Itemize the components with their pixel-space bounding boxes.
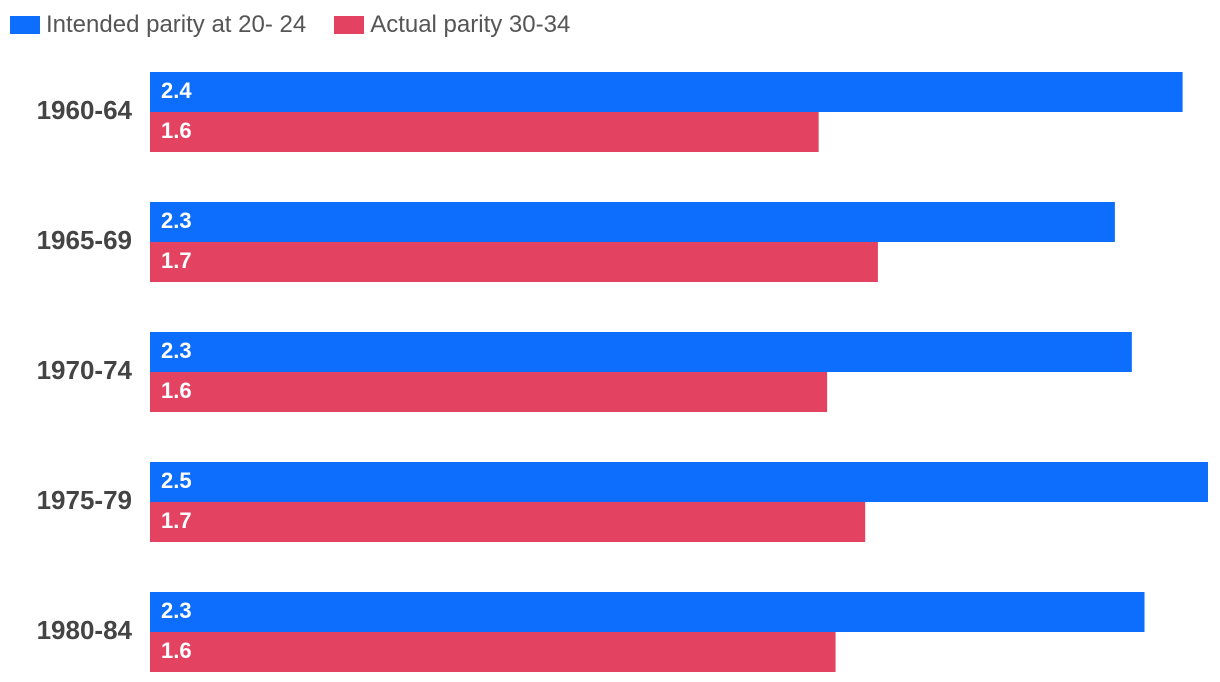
bar-intended[interactable]: [150, 332, 1132, 372]
data-label: 2.3: [161, 208, 192, 233]
chart-legend: Intended parity at 20- 24 Actual parity …: [10, 10, 570, 40]
data-label: 2.3: [161, 338, 192, 363]
bar-intended[interactable]: [150, 72, 1183, 112]
legend-item-actual[interactable]: Actual parity 30-34: [334, 11, 570, 39]
category-label: 1970-74: [37, 355, 133, 385]
bar-intended[interactable]: [150, 592, 1145, 632]
data-label: 1.7: [161, 508, 192, 533]
legend-item-intended[interactable]: Intended parity at 20- 24: [10, 11, 306, 39]
data-label: 1.6: [161, 638, 192, 663]
category-label: 1980-84: [37, 615, 133, 645]
category-label: 1965-69: [37, 225, 132, 255]
legend-swatch-intended: [10, 16, 40, 34]
legend-label-intended: Intended parity at 20- 24: [46, 11, 307, 38]
bar-actual[interactable]: [150, 112, 819, 152]
bar-actual[interactable]: [150, 632, 836, 672]
bar-actual[interactable]: [150, 242, 878, 282]
bar-actual[interactable]: [150, 502, 866, 542]
data-label: 2.3: [161, 598, 192, 623]
category-label: 1975-79: [37, 485, 132, 515]
bar-intended[interactable]: [150, 462, 1208, 502]
data-label: 1.7: [161, 248, 192, 273]
data-label: 2.5: [161, 468, 192, 493]
bar-actual[interactable]: [150, 372, 828, 412]
legend-swatch-actual: [334, 16, 365, 34]
data-label: 2.4: [161, 78, 192, 103]
data-label: 1.6: [161, 378, 192, 403]
bar-intended[interactable]: [150, 202, 1115, 242]
legend-label-actual: Actual parity 30-34: [370, 11, 571, 38]
data-label: 1.6: [161, 118, 192, 143]
category-label: 1960-64: [37, 95, 133, 125]
